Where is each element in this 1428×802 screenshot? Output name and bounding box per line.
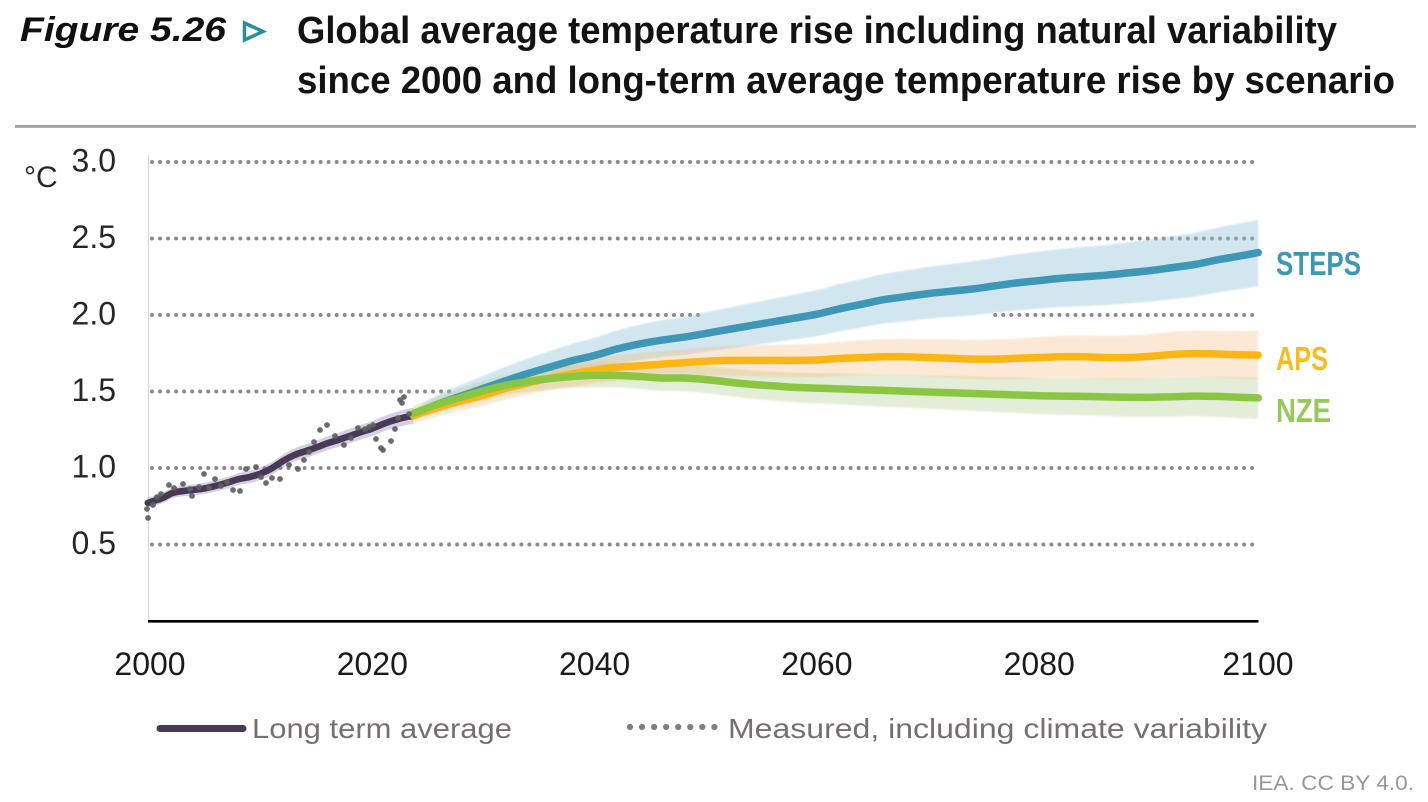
svg-text:1.0: 1.0	[72, 449, 116, 485]
svg-text:since 2000 and long-term avera: since 2000 and long-term average tempera…	[297, 60, 1395, 102]
svg-text:2100: 2100	[1222, 646, 1293, 682]
svg-text:STEPS: STEPS	[1276, 245, 1361, 282]
svg-text:APS: APS	[1276, 340, 1328, 377]
svg-text:1.5: 1.5	[72, 372, 116, 408]
svg-text:2.5: 2.5	[72, 219, 116, 255]
svg-text:Global average temperature ris: Global average temperature rise includin…	[297, 10, 1337, 52]
svg-text:NZE: NZE	[1276, 392, 1331, 429]
svg-text:IEA. CC BY 4.0.: IEA. CC BY 4.0.	[1252, 772, 1414, 795]
svg-text:2020: 2020	[337, 646, 408, 682]
svg-text:3.0: 3.0	[72, 143, 116, 179]
svg-text:2.0: 2.0	[72, 296, 116, 332]
svg-text:°C: °C	[24, 161, 58, 194]
svg-text:2040: 2040	[559, 646, 630, 682]
svg-text:Measured, including climate va: Measured, including climate variability	[728, 713, 1267, 744]
svg-text:Figure 5.26: Figure 5.26	[20, 11, 227, 49]
svg-text:0.5: 0.5	[72, 525, 116, 561]
svg-text:2000: 2000	[114, 646, 185, 682]
svg-text:Long term average: Long term average	[252, 713, 512, 744]
svg-text:2080: 2080	[1004, 646, 1075, 682]
svg-text:2060: 2060	[781, 646, 852, 682]
